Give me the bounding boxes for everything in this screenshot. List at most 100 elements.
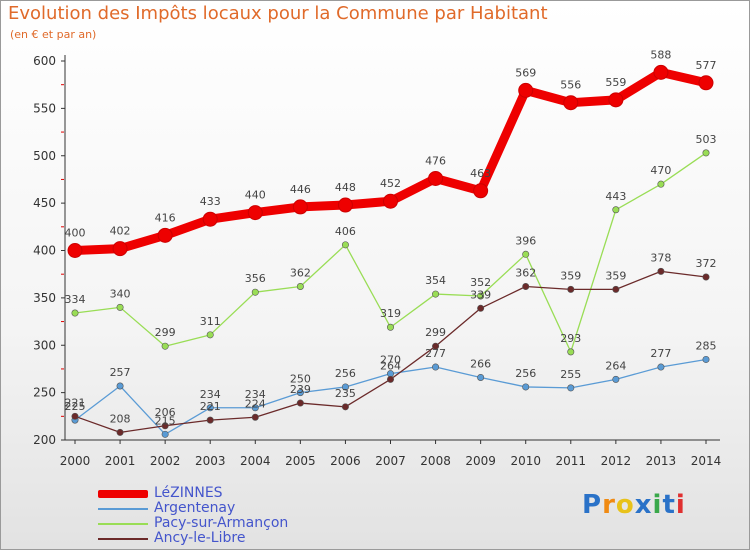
data-point [477, 292, 485, 300]
data-label: 569 [515, 66, 536, 79]
data-label: 257 [110, 366, 131, 379]
data-point [567, 285, 575, 293]
data-label: 354 [425, 274, 446, 287]
data-point [608, 92, 624, 108]
data-label: 255 [560, 368, 581, 381]
data-point [161, 430, 169, 438]
data-point [612, 375, 620, 383]
data-point [432, 342, 440, 350]
x-tick-label: 2012 [601, 454, 632, 468]
data-point [428, 170, 444, 186]
logo-letter: o [615, 490, 635, 520]
x-tick-label: 2003 [195, 454, 226, 468]
data-label: 215 [155, 414, 176, 427]
data-point [477, 373, 485, 381]
x-tick-label: 2009 [465, 454, 496, 468]
data-point [341, 241, 349, 249]
y-tick-label: 450 [33, 196, 56, 210]
data-point [161, 342, 169, 350]
data-label: 221 [200, 400, 221, 413]
data-label: 359 [605, 269, 626, 282]
data-label: 416 [155, 211, 176, 224]
legend-label: Pacy-sur-Armançon [154, 515, 289, 531]
data-point [522, 283, 530, 291]
data-label: 402 [110, 225, 131, 238]
data-label: 476 [425, 154, 446, 167]
data-point [67, 243, 83, 258]
data-label: 264 [380, 359, 401, 372]
data-point [337, 197, 353, 213]
y-tick-label: 200 [33, 433, 56, 447]
data-point [563, 95, 579, 111]
data-point [251, 288, 259, 296]
y-tick-label: 250 [33, 386, 56, 400]
data-label: 225 [65, 400, 86, 413]
data-point [702, 273, 710, 281]
data-point [296, 399, 304, 407]
data-point [612, 206, 620, 214]
data-point [292, 199, 308, 215]
data-point [522, 383, 530, 391]
x-tick-label: 2002 [150, 454, 181, 468]
data-label: 556 [560, 79, 581, 92]
legend-item: Ancy-le-Libre [98, 531, 288, 546]
data-label: 372 [696, 257, 717, 270]
data-label: 277 [425, 347, 446, 360]
data-label: 266 [470, 357, 491, 370]
data-point [206, 416, 214, 424]
data-point [657, 363, 665, 371]
data-point [206, 404, 214, 412]
x-tick-label: 2006 [330, 454, 361, 468]
data-label: 234 [245, 388, 266, 401]
legend-swatch-pacy [98, 522, 148, 525]
data-label: 299 [155, 326, 176, 339]
data-label: 339 [470, 288, 491, 301]
data-point [702, 149, 710, 157]
data-label: 221 [65, 396, 86, 409]
logo-letter: P [582, 490, 603, 520]
data-label: 559 [605, 76, 626, 89]
logo-letter: i [652, 490, 663, 520]
data-point [341, 403, 349, 411]
y-tick-label: 550 [33, 101, 56, 115]
data-label: 319 [380, 307, 401, 320]
data-label: 356 [245, 272, 266, 285]
data-label: 463 [470, 167, 491, 180]
legend-label: LéZINNES [154, 485, 223, 501]
data-point [71, 309, 79, 317]
legend-label: Argentenay [154, 500, 236, 516]
data-point [112, 241, 128, 257]
data-point [477, 304, 485, 312]
data-label: 352 [470, 276, 491, 289]
data-label: 208 [110, 412, 131, 425]
data-label: 311 [200, 315, 221, 328]
data-point [116, 428, 124, 436]
data-label: 293 [560, 332, 581, 345]
data-label: 448 [335, 181, 356, 194]
data-label: 256 [515, 367, 536, 380]
data-point [71, 412, 79, 420]
y-tick-label: 300 [33, 338, 56, 352]
data-label: 400 [65, 227, 86, 240]
data-label: 299 [425, 326, 446, 339]
data-point [698, 75, 714, 91]
data-label: 446 [290, 183, 311, 196]
data-label: 206 [155, 406, 176, 419]
x-tick-label: 2013 [646, 454, 677, 468]
x-tick-label: 2014 [691, 454, 722, 468]
data-point [296, 283, 304, 291]
y-tick-label: 400 [33, 244, 56, 258]
y-tick-label: 600 [33, 54, 56, 68]
legend-swatch-lezinnes [98, 489, 148, 498]
x-tick-label: 2000 [60, 454, 91, 468]
data-point [518, 82, 534, 98]
data-point [161, 422, 169, 430]
x-tick-label: 2010 [510, 454, 541, 468]
data-label: 588 [650, 48, 671, 61]
data-label: 433 [200, 195, 221, 208]
data-point [247, 205, 263, 221]
data-point [296, 389, 304, 397]
legend: LéZINNES Argentenay Pacy-sur-Armançon An… [98, 486, 288, 546]
data-point [702, 355, 710, 363]
data-point [157, 227, 173, 243]
